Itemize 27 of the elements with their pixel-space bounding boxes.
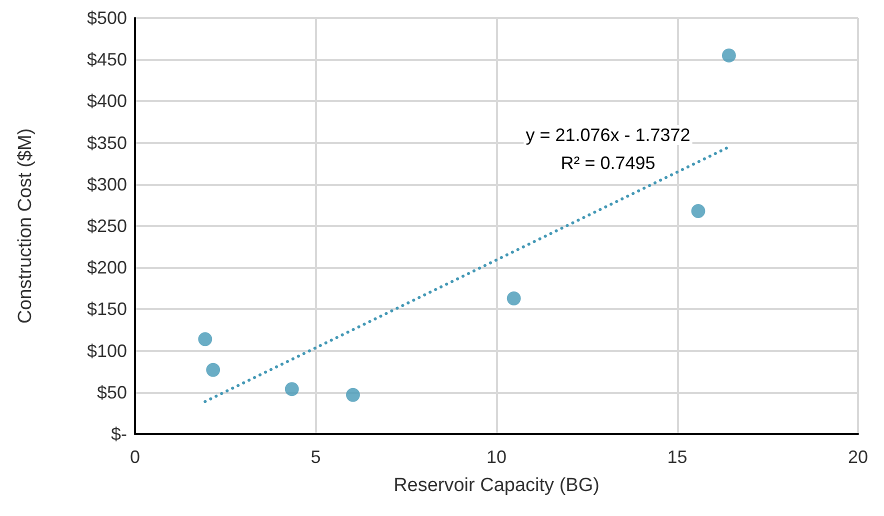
y-tick-label: $- (110, 424, 127, 444)
y-tick-label: $350 (86, 132, 127, 153)
y-tick-label: $450 (86, 50, 127, 70)
point (691, 204, 706, 218)
y-tick-label: $300 (86, 174, 127, 194)
y-tick-label: $200 (86, 258, 127, 278)
x-tick-label: 0 (130, 447, 140, 467)
annotation: y = 21.076x - 1.7372 (526, 125, 690, 145)
x-axis-title: Reservoir Capacity (BG) (394, 475, 600, 496)
y-tick-label: $400 (86, 91, 127, 112)
annotation: R² = 0.7495 (560, 153, 656, 173)
point (346, 388, 360, 402)
y-tick-label: $500 (86, 8, 127, 28)
point (722, 48, 736, 62)
x-tick-label: 10 (486, 447, 507, 467)
y-tick-label: $250 (86, 216, 127, 236)
point (284, 382, 299, 396)
point (506, 291, 521, 306)
point (198, 332, 212, 346)
y-axis-title: Construction Cost ($M) (15, 128, 36, 324)
x-tick-label: 20 (848, 447, 868, 467)
x-tick-label: 5 (310, 447, 321, 467)
y-tick-label: $100 (86, 340, 127, 361)
y-tick-label: $50 (96, 382, 127, 402)
x-tick-label: 15 (667, 447, 688, 467)
y-tick-label: $150 (86, 299, 127, 320)
point (206, 362, 220, 377)
